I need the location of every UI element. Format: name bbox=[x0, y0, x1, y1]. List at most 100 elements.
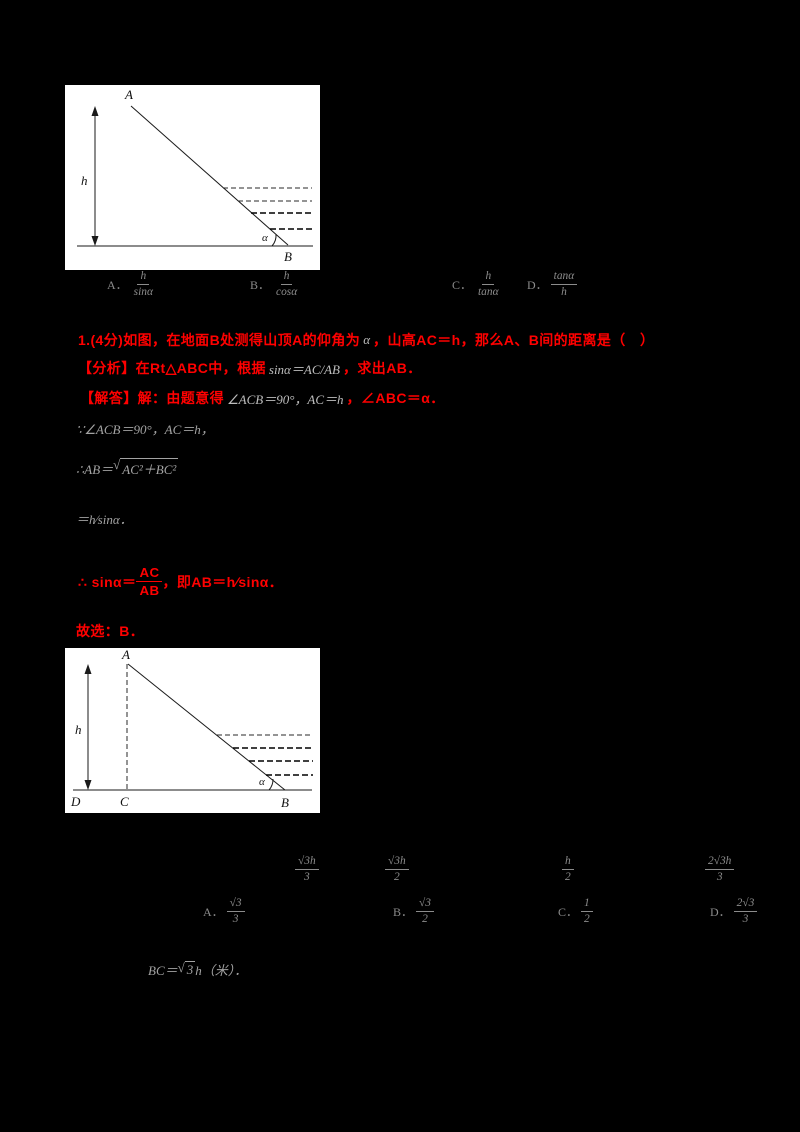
choice2-b-den: 2 bbox=[422, 913, 428, 926]
solution-step-2: ∴AB＝ √ AC²＋BC² bbox=[76, 457, 179, 478]
fig2-label-c: C bbox=[120, 794, 129, 809]
answer-tag: 【解答】 bbox=[80, 390, 138, 406]
red-equation-denominator: AB bbox=[139, 583, 160, 599]
fig1-label-b: B bbox=[284, 249, 292, 264]
answer-text-tail: ，∠ABC＝α． bbox=[346, 390, 445, 406]
choice-a-numerator: h bbox=[137, 270, 150, 286]
row1-fraction-4-value: 2√3h 3 bbox=[705, 855, 735, 884]
choice2-b-label: B． bbox=[393, 905, 414, 920]
analysis-text: 在Rt△ABC中，根据 bbox=[135, 360, 266, 376]
problem-text-tail: ，山高AC＝h，那么A、B间的距离是（ ） bbox=[373, 332, 655, 348]
choice2-d-den: 3 bbox=[742, 913, 749, 926]
row1-f3-num: h bbox=[562, 855, 574, 871]
choice2-b-fraction: √3 2 bbox=[416, 897, 434, 926]
fig2-arrowhead-down bbox=[84, 780, 92, 790]
choice-c-numerator: h bbox=[482, 270, 495, 286]
row1-fraction-1: √3h 3 bbox=[295, 855, 319, 884]
choice2-d: D． 2√3 3 bbox=[710, 897, 758, 926]
choice2-c-label: C． bbox=[558, 905, 579, 920]
row1-fraction-2: √3h 2 bbox=[385, 855, 409, 884]
choice2-b-num: √3 bbox=[416, 897, 434, 913]
row1-f1-num: √3h bbox=[295, 855, 319, 871]
final-square-root: √ 3 bbox=[177, 960, 196, 978]
problem-inline-formula: α bbox=[363, 332, 371, 347]
fig2-label-d: D bbox=[70, 794, 81, 809]
choice-d-fraction: tanα h bbox=[550, 270, 578, 299]
fig1-arrowhead-up bbox=[91, 106, 99, 116]
choice2-a-fraction: √3 3 bbox=[226, 897, 245, 926]
choice-c: C． h tanα bbox=[452, 270, 502, 299]
answer-text: 解：由题意得 bbox=[137, 390, 225, 406]
fig1-label-h: h bbox=[81, 173, 88, 188]
figure-1: A h α B bbox=[65, 85, 320, 270]
figure-2-diagram: A h α D C B bbox=[70, 647, 313, 810]
choice2-d-fraction: 2√3 3 bbox=[733, 897, 758, 926]
fig1-hypotenuse bbox=[130, 105, 289, 246]
row1-f3-den: 2 bbox=[565, 871, 571, 884]
final-work-prefix: BC＝ bbox=[148, 963, 178, 978]
fig1-label-a: A bbox=[124, 87, 133, 102]
choice-c-fraction: h tanα bbox=[475, 270, 502, 299]
choice-a-fraction: h sinα bbox=[131, 270, 156, 299]
fig2-angle-arc bbox=[268, 778, 274, 791]
fig1-arrowhead-down bbox=[91, 236, 99, 246]
analysis-text-tail: ，求出AB． bbox=[343, 360, 422, 376]
red-equation-tail: ，即AB＝h∕sinα． bbox=[162, 573, 284, 590]
choice-d: D． tanα h bbox=[527, 270, 578, 299]
conclusion-line: 故选：B． bbox=[76, 621, 144, 641]
choice-b-denominator: cosα bbox=[276, 286, 298, 299]
row1-fraction-4: 2√3h 3 bbox=[705, 855, 735, 884]
solution-step-2-prefix: ∴AB＝ bbox=[76, 461, 114, 477]
red-equation-fraction: AC AB bbox=[136, 565, 163, 599]
choice2-a: A． √3 3 bbox=[203, 897, 245, 926]
fig2-hypotenuse bbox=[127, 663, 286, 791]
radicand-text: AC²＋BC² bbox=[120, 458, 179, 478]
red-equation-numerator: AC bbox=[136, 565, 163, 583]
row1-f4-num: 2√3h bbox=[705, 855, 735, 871]
fig2-arrowhead-up bbox=[84, 664, 92, 674]
choice-d-denominator: h bbox=[561, 286, 567, 299]
row1-f2-num: √3h bbox=[385, 855, 409, 871]
row1-f1-den: 3 bbox=[303, 871, 310, 884]
red-equation-lead: ∴ sinα＝ bbox=[78, 573, 137, 590]
row1-f4-den: 3 bbox=[716, 871, 723, 884]
fig2-label-alpha: α bbox=[259, 776, 265, 788]
final-radicand: 3 bbox=[184, 961, 196, 977]
solution-step-3-text: ＝h∕sinα． bbox=[76, 512, 133, 527]
fig1-label-alpha: α bbox=[262, 232, 268, 244]
radical-sign: √ bbox=[113, 457, 121, 472]
choice-a-label: A． bbox=[107, 278, 128, 293]
analysis-inline-formula: sinα＝AC/AB bbox=[268, 361, 340, 377]
answer-inline-formula: ∠ACB＝90°，AC＝h bbox=[227, 391, 344, 407]
conclusion-text: 故选：B． bbox=[76, 623, 145, 639]
row1-fraction-1-value: √3h 3 bbox=[295, 855, 319, 884]
fig2-label-h: h bbox=[75, 722, 82, 737]
choice-d-label: D． bbox=[527, 278, 548, 293]
choice-a: A． h sinα bbox=[107, 270, 156, 299]
analysis-line: 【分析】 在Rt△ABC中，根据 sinα＝AC/AB ，求出AB． bbox=[78, 358, 422, 378]
choice-b: B． h cosα bbox=[250, 270, 300, 299]
row1-f2-den: 2 bbox=[393, 871, 400, 884]
problem-statement-line: 1.(4分) 如图，在地面B处测得山顶A的仰角为 α ，山高AC＝h，那么A、B间的距… bbox=[78, 330, 654, 350]
choice2-a-label: A． bbox=[203, 905, 224, 920]
problem-number: 1.(4分) bbox=[78, 332, 124, 348]
choice-b-numerator: h bbox=[280, 270, 293, 286]
analysis-tag: 【分析】 bbox=[78, 360, 136, 376]
fig2-horizontal-dashes bbox=[217, 734, 313, 776]
problem-text: 如图，在地面B处测得山顶A的仰角为 bbox=[123, 332, 361, 348]
choice-a-denominator: sinα bbox=[133, 286, 153, 299]
row1-fraction-2-value: √3h 2 bbox=[385, 855, 409, 884]
fig1-angle-arc bbox=[271, 233, 277, 247]
choice-b-fraction: h cosα bbox=[273, 270, 300, 299]
choice2-d-num: 2√3 bbox=[733, 897, 758, 913]
choice2-a-den: 3 bbox=[232, 913, 239, 926]
solution-step-3: ＝h∕sinα． bbox=[76, 509, 133, 528]
answer-line: 【解答】 解：由题意得 ∠ACB＝90°，AC＝h ，∠ABC＝α． bbox=[80, 388, 445, 408]
choice-c-denominator: tanα bbox=[478, 286, 499, 299]
solution-red-equation: ∴ sinα＝ AC AB ，即AB＝h∕sinα． bbox=[78, 565, 283, 599]
final-radical-sign: √ bbox=[177, 960, 185, 975]
